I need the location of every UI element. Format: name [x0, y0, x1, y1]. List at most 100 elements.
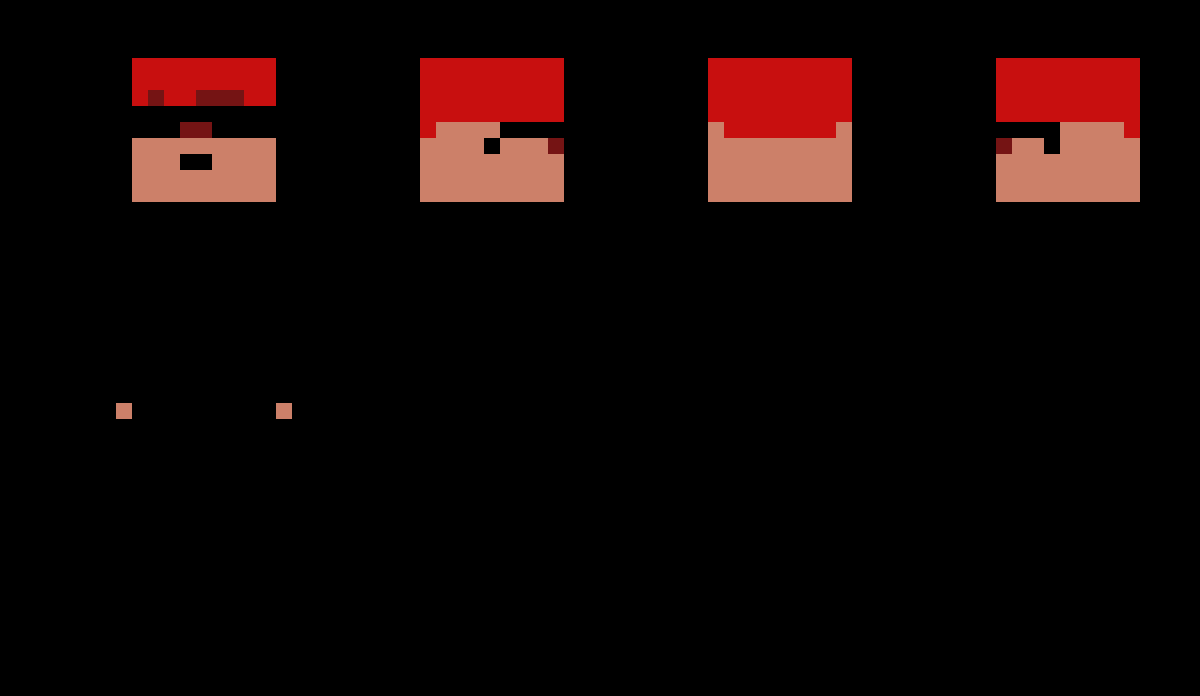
pixel-hair-bright-red	[836, 58, 852, 74]
pixel-hair-bright-red	[1028, 106, 1044, 122]
pixel-hair-bright-red	[436, 58, 452, 74]
face-front[interactable]	[132, 58, 276, 202]
pixel-hair-bright-red	[516, 106, 532, 122]
pixel-hair-bright-red	[436, 74, 452, 90]
pixel-hair-bright-red	[724, 58, 740, 74]
pixel-skin-tan	[1124, 170, 1140, 186]
pixel-skin-tan	[452, 138, 468, 154]
face-back[interactable]	[708, 58, 852, 202]
face-left-three-quarter[interactable]	[420, 58, 564, 202]
pixel-hair-bright-red	[180, 58, 196, 74]
pixel-hair-bright-red	[260, 74, 276, 90]
pixel-skin-tan	[516, 154, 532, 170]
pixel-skin-tan	[500, 154, 516, 170]
pixel-hair-bright-red	[548, 106, 564, 122]
pixel-hair-bright-red	[164, 58, 180, 74]
pixel-skin-tan	[1060, 138, 1076, 154]
pixel-skin-tan	[452, 186, 468, 202]
pixel-hair-bright-red	[452, 90, 468, 106]
pixel-skin-tan	[148, 170, 164, 186]
pixel-skin-tan	[836, 154, 852, 170]
pixel-skin-tan	[196, 186, 212, 202]
pixel-skin-tan	[772, 170, 788, 186]
pixel-skin-tan	[836, 170, 852, 186]
pixel-skin-tan	[260, 170, 276, 186]
pixel-hair-bright-red	[1124, 74, 1140, 90]
pixel-skin-tan	[1076, 154, 1092, 170]
pixel-hair-bright-red	[484, 58, 500, 74]
pixel-skin-tan	[260, 154, 276, 170]
pixel-skin-tan	[244, 170, 260, 186]
pixel-hair-bright-red	[756, 74, 772, 90]
pixel-skin-tan	[724, 154, 740, 170]
pixel-skin-tan	[788, 154, 804, 170]
pixel-hair-bright-red	[452, 74, 468, 90]
pixel-hair-bright-red	[180, 74, 196, 90]
pixel-hair-bright-red	[740, 90, 756, 106]
pixel-skin-tan	[436, 138, 452, 154]
pixel-skin-tan	[196, 170, 212, 186]
pixel-hair-bright-red	[500, 106, 516, 122]
pixel-skin-tan	[740, 170, 756, 186]
pixel-hair-bright-red	[516, 90, 532, 106]
pixel-skin-tan	[1044, 186, 1060, 202]
pixel-skin-tan	[500, 138, 516, 154]
pixel-hair-bright-red	[740, 106, 756, 122]
pixel-skin-tan	[756, 154, 772, 170]
pixel-hair-bright-red	[1076, 74, 1092, 90]
pixel-hair-bright-red	[1108, 106, 1124, 122]
pixel-hair-bright-red	[1092, 90, 1108, 106]
face-right-three-quarter[interactable]	[996, 58, 1140, 202]
pixel-hair-dark-red	[212, 90, 228, 106]
pixel-skin-tan	[820, 170, 836, 186]
pixel-skin-tan	[420, 138, 436, 154]
pixel-skin-tan	[148, 186, 164, 202]
pixel-hair-bright-red	[148, 74, 164, 90]
pixel-hair-bright-red	[1108, 58, 1124, 74]
pixel-skin-tan	[180, 138, 196, 154]
pixel-skin-tan	[756, 170, 772, 186]
pixel-hair-bright-red	[836, 90, 852, 106]
pixel-skin-tan	[436, 170, 452, 186]
pixel-hair-bright-red	[804, 74, 820, 90]
pixel-hair-bright-red	[484, 74, 500, 90]
pixel-hair-bright-red	[532, 90, 548, 106]
pixel-skin-tan	[1076, 122, 1092, 138]
pixel-hair-bright-red	[804, 106, 820, 122]
pixel-hair-bright-red	[420, 106, 436, 122]
pixel-skin-tan	[756, 186, 772, 202]
pixel-hair-bright-red	[724, 74, 740, 90]
pixel-hair-bright-red	[708, 106, 724, 122]
stray-pixel-left[interactable]	[116, 403, 132, 419]
pixel-hair-bright-red	[1012, 90, 1028, 106]
pixel-hair-bright-red	[772, 106, 788, 122]
pixel-skin-tan	[164, 138, 180, 154]
pixel-skin-tan	[804, 186, 820, 202]
pixel-skin-tan	[836, 122, 852, 138]
pixel-skin-tan	[740, 186, 756, 202]
pixel-hair-bright-red	[452, 106, 468, 122]
pixel-skin-tan	[1124, 186, 1140, 202]
pixel-hair-bright-red	[420, 122, 436, 138]
stray-pixel-right[interactable]	[276, 403, 292, 419]
pixel-skin-tan	[756, 138, 772, 154]
pixel-hair-bright-red	[500, 58, 516, 74]
pixel-skin-tan	[788, 170, 804, 186]
pixel-hair-bright-red	[804, 58, 820, 74]
pixel-skin-tan	[1028, 138, 1044, 154]
pixel-skin-tan	[708, 122, 724, 138]
pixel-skin-tan	[420, 170, 436, 186]
pixel-skin-tan	[468, 170, 484, 186]
pixel-skin-tan	[452, 170, 468, 186]
pixel-skin-tan	[516, 138, 532, 154]
pixel-skin-tan	[1028, 170, 1044, 186]
pixel-skin-tan	[148, 138, 164, 154]
pixel-skin-tan	[1076, 186, 1092, 202]
pixel-hair-bright-red	[532, 106, 548, 122]
pixel-hair-bright-red	[788, 90, 804, 106]
pixel-hair-bright-red	[260, 90, 276, 106]
pixel-skin-tan	[244, 154, 260, 170]
pixel-skin-tan	[436, 186, 452, 202]
pixel-hair-bright-red	[756, 106, 772, 122]
pixel-hair-bright-red	[484, 106, 500, 122]
